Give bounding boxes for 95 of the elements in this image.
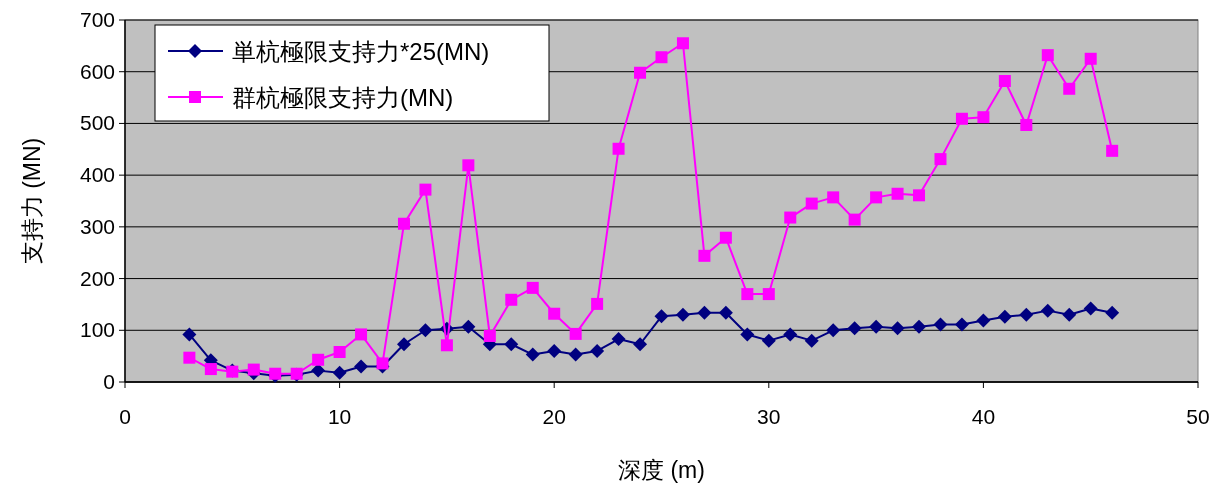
point (997, 309, 1012, 324)
point (698, 249, 711, 262)
y-tick-label: 0 (103, 370, 115, 393)
point (890, 321, 905, 336)
point (741, 288, 754, 301)
point (762, 288, 775, 301)
point (418, 323, 433, 338)
point (440, 339, 453, 352)
point (655, 51, 668, 64)
point (870, 191, 883, 204)
x-tick-label: 20 (542, 405, 566, 428)
point (397, 217, 410, 230)
point (547, 343, 562, 358)
point (396, 337, 411, 352)
point (312, 353, 325, 366)
point (934, 153, 947, 166)
legend-label: 単杭極限支持力*25(MN) (232, 38, 490, 65)
x-tick-label: 40 (971, 405, 996, 428)
point (376, 357, 389, 370)
point (611, 332, 626, 347)
y-tick-label: 100 (79, 318, 115, 342)
point (1062, 307, 1077, 322)
point (1040, 303, 1055, 318)
point (483, 329, 496, 342)
point (591, 297, 604, 310)
point (1063, 82, 1076, 95)
point (761, 333, 776, 348)
x-tick-label: 0 (119, 405, 131, 428)
point (332, 365, 347, 380)
y-axis-title: 支持力 (MN) (19, 137, 45, 265)
x-axis-title: 深度 (m) (618, 457, 705, 483)
point (505, 293, 518, 306)
point (740, 327, 755, 342)
point (1041, 49, 1054, 62)
y-tick-label: 600 (79, 59, 115, 83)
point (976, 313, 991, 328)
point (998, 75, 1011, 88)
point (1084, 52, 1097, 65)
y-tick-label: 300 (79, 214, 115, 238)
point (1020, 118, 1033, 131)
point (676, 37, 689, 50)
point (827, 191, 840, 204)
point (355, 328, 368, 341)
point (1019, 307, 1034, 322)
point (461, 319, 476, 334)
point (891, 187, 904, 200)
point (526, 281, 539, 294)
point (247, 363, 260, 376)
point (783, 327, 798, 342)
point (183, 351, 196, 364)
point (1106, 144, 1119, 157)
point (826, 323, 841, 338)
point (590, 343, 605, 358)
point (182, 327, 197, 342)
point (912, 319, 927, 334)
point (1083, 301, 1098, 316)
point (718, 305, 733, 320)
point (955, 112, 968, 125)
point (525, 347, 540, 362)
point (634, 66, 647, 79)
point (848, 213, 861, 226)
point (954, 317, 969, 332)
point (847, 321, 862, 336)
point (675, 307, 690, 322)
legend-label: 群杭極限支持力(MN) (232, 84, 454, 111)
point (633, 337, 648, 352)
point (977, 111, 990, 124)
y-tick-label: 700 (79, 8, 115, 31)
point (311, 363, 326, 378)
point (462, 159, 475, 172)
x-tick-label: 10 (327, 405, 352, 428)
y-tick-label: 200 (79, 266, 115, 290)
point (612, 142, 625, 155)
point (784, 211, 797, 224)
x-tick-label: 50 (1186, 405, 1210, 428)
x-tick-label: 30 (757, 405, 781, 428)
point (869, 319, 884, 334)
point (719, 231, 732, 244)
point (805, 197, 818, 210)
point (548, 307, 561, 320)
y-tick-label: 500 (79, 111, 115, 135)
point (354, 359, 369, 374)
point (804, 333, 819, 348)
point (697, 305, 712, 320)
point (569, 327, 582, 340)
y-tick-label: 400 (79, 163, 115, 187)
point (654, 309, 669, 324)
point (419, 183, 432, 196)
point (568, 347, 583, 362)
point (933, 317, 948, 332)
point (1105, 305, 1120, 320)
point (913, 189, 926, 202)
point (504, 337, 519, 352)
point (204, 363, 217, 376)
point (333, 346, 346, 359)
